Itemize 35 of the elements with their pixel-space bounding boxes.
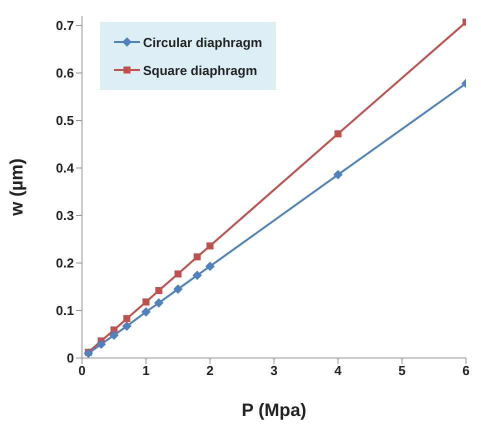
point bbox=[206, 242, 214, 250]
x-tick-label: 5 bbox=[398, 363, 406, 378]
x-axis-title: P (Mpa) bbox=[242, 400, 306, 420]
point bbox=[110, 330, 118, 340]
point bbox=[96, 340, 106, 349]
x-tick-label: 4 bbox=[334, 363, 342, 378]
legend-label: Circular diaphragm bbox=[143, 34, 262, 50]
x-tick-label: 1 bbox=[142, 363, 150, 378]
point bbox=[194, 253, 201, 260]
point bbox=[155, 287, 162, 294]
y-tick-label: 0.6 bbox=[56, 66, 74, 81]
y-tick-label: 0.2 bbox=[56, 256, 74, 271]
legend-label: Square diaphragm bbox=[143, 62, 258, 78]
y-tick-label: 0.1 bbox=[56, 303, 74, 318]
y-axis-title: w (µm) bbox=[6, 158, 26, 217]
point bbox=[192, 270, 202, 280]
point bbox=[174, 270, 182, 278]
y-tick-label: 0.4 bbox=[56, 160, 75, 176]
point bbox=[123, 315, 130, 322]
point bbox=[334, 170, 342, 180]
x-tick-label: 0 bbox=[78, 363, 86, 378]
x-tick-label: 3 bbox=[270, 363, 278, 378]
x-tick-label: 2 bbox=[206, 363, 214, 378]
point bbox=[154, 298, 164, 308]
point bbox=[174, 284, 182, 294]
y-tick-label: 0 bbox=[66, 350, 74, 366]
point bbox=[206, 262, 214, 271]
point bbox=[334, 130, 342, 138]
point bbox=[142, 298, 150, 306]
y-tick-label: 0.7 bbox=[56, 18, 74, 34]
point bbox=[142, 307, 150, 316]
point bbox=[122, 322, 132, 331]
x-tick-label: 6 bbox=[462, 363, 470, 378]
y-tick-label: 0.5 bbox=[56, 113, 74, 128]
y-tick-label: 0.3 bbox=[56, 208, 74, 224]
